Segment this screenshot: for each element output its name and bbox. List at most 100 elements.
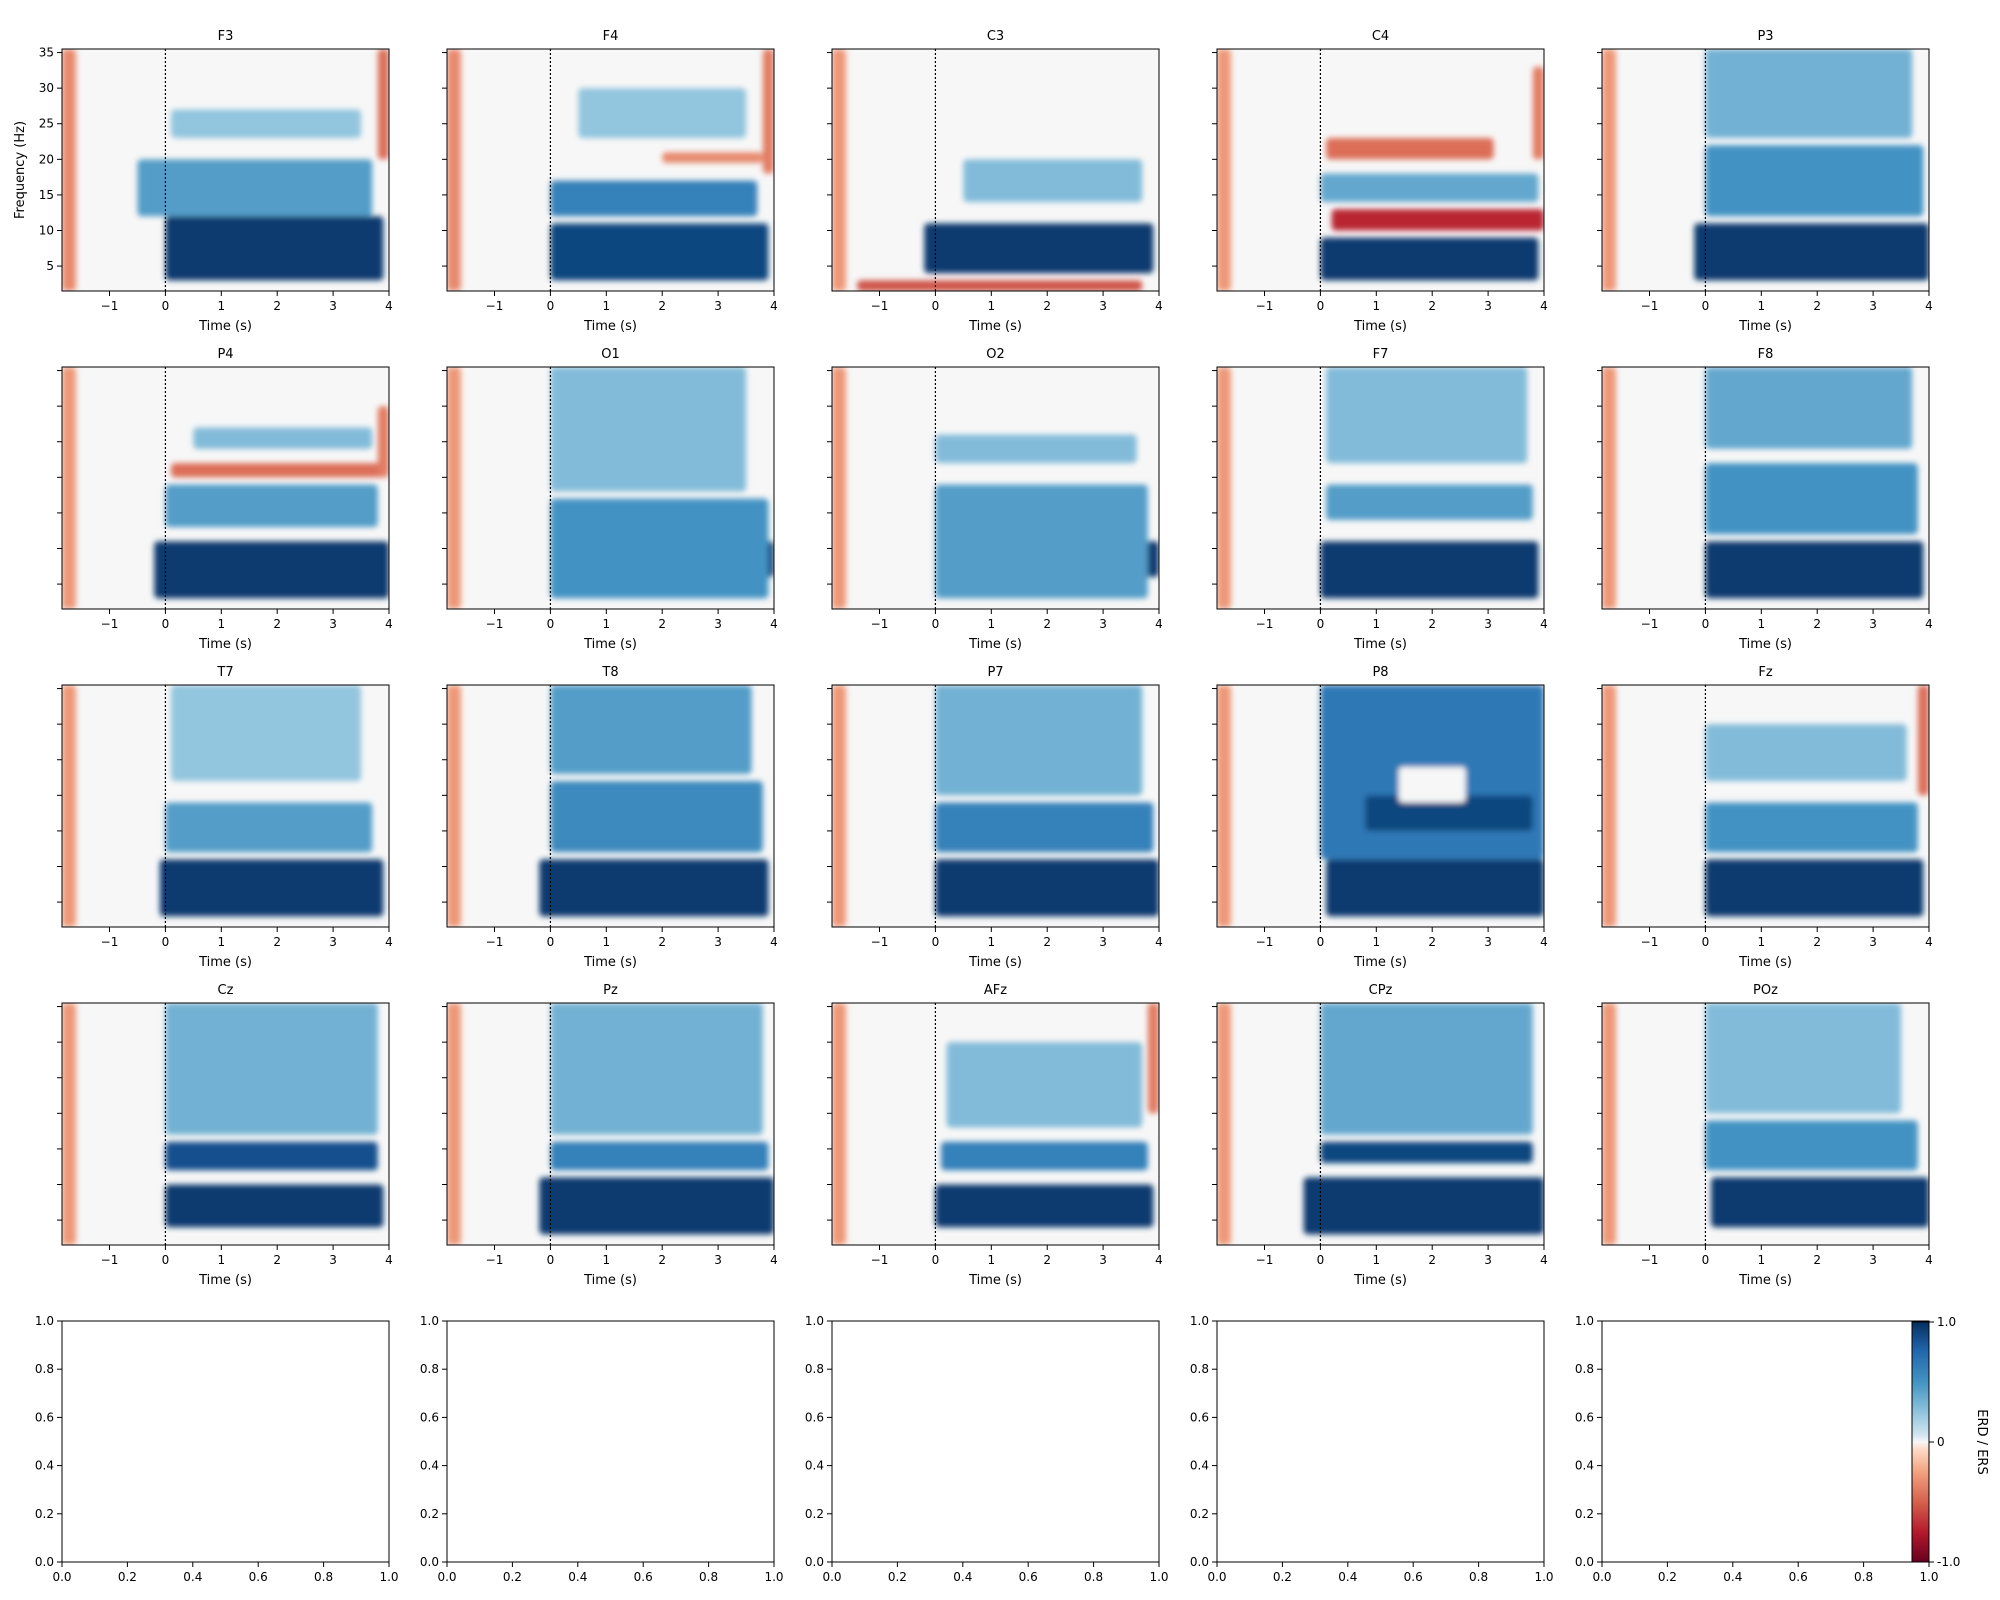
tfr-cluster	[1147, 1003, 1159, 1114]
tfr-image	[62, 49, 389, 291]
channel-title: Pz	[603, 983, 618, 998]
x-tick-label: 1	[602, 935, 610, 949]
x-tick-label: 1.0	[379, 1570, 398, 1584]
tfr-cluster	[762, 49, 774, 174]
tfr-features	[62, 367, 389, 609]
x-tick-label: 2	[658, 617, 666, 631]
x-tick-label: 1.0	[1149, 1570, 1168, 1584]
channel-title: Cz	[218, 983, 234, 998]
tfr-cluster	[447, 49, 461, 291]
tfr-cluster	[1532, 66, 1544, 160]
axes-frame	[446, 366, 775, 610]
y-tick-label: 0.0	[35, 1555, 54, 1569]
x-tick-label: 0	[162, 299, 170, 313]
tfr-cluster	[550, 781, 763, 853]
x-tick-label: 0.0	[1207, 1570, 1226, 1584]
tfr-image	[447, 367, 774, 609]
x-tick-label: 2	[1813, 935, 1821, 949]
axes-frame	[1601, 48, 1930, 292]
tfr-panel-afz: AFz −1 0 1 2 3 4 Time (s)	[827, 983, 1163, 1288]
tfr-cluster	[1326, 859, 1544, 917]
tfr-features	[832, 49, 1154, 291]
tfr-cluster	[171, 685, 362, 782]
tfr-panel-pz: Pz −1 0 1 2 3 4 Time (s)	[442, 983, 778, 1288]
tfr-image	[447, 1003, 774, 1245]
tfr-image	[1602, 49, 1929, 291]
tfr-cluster	[832, 685, 846, 927]
y-tick-label: 15	[39, 188, 54, 202]
channel-title: AFz	[984, 983, 1007, 998]
tfr-cluster	[1303, 1177, 1544, 1235]
colorbar-ticks: 1.0 0 -1.0	[1929, 1315, 1960, 1569]
y-tick-label: 0.8	[1575, 1362, 1594, 1376]
x-tick-label: 0	[1317, 935, 1325, 949]
x-axis-label: Time (s)	[1353, 637, 1407, 652]
channel-title: C3	[987, 29, 1004, 44]
axes-frame	[831, 1320, 1160, 1563]
x-tick-label: 0.2	[503, 1570, 522, 1584]
tfr-cluster	[832, 49, 846, 291]
x-tick-label: −1	[871, 1253, 889, 1267]
channel-title: O2	[986, 347, 1005, 362]
x-tick-label: 1	[987, 617, 995, 631]
tfr-features	[447, 367, 774, 609]
x-tick-label: 0.8	[314, 1570, 333, 1584]
tfr-cluster	[165, 1184, 384, 1228]
axes-frame	[446, 1002, 775, 1246]
y-tick-label: 20	[39, 152, 54, 166]
tfr-cluster	[1602, 1003, 1616, 1245]
x-tick-label: 1	[217, 935, 225, 949]
tfr-cluster	[1602, 49, 1616, 291]
x-tick-label: 0	[547, 299, 555, 313]
x-tick-label: 3	[329, 299, 337, 313]
y-tick-label: 0.6	[1190, 1410, 1209, 1424]
x-tick-label: 0.0	[1592, 1570, 1611, 1584]
x-axis-label: Time (s)	[583, 955, 637, 970]
x-tick-label: 2	[1043, 299, 1051, 313]
y-tick-label: 1.0	[1190, 1314, 1209, 1328]
x-tick-label: 2	[273, 1253, 281, 1267]
axes-frame	[1216, 1320, 1545, 1563]
y-tick-label: 0.2	[1575, 1507, 1594, 1521]
x-tick-label: 4	[1925, 1253, 1933, 1267]
tfr-cluster	[1705, 367, 1913, 449]
x-tick-label: 0	[1702, 299, 1710, 313]
tfr-image	[832, 49, 1159, 291]
y-tick-label: 0.8	[1190, 1362, 1209, 1376]
tfr-image	[1217, 1003, 1544, 1245]
colorbar-label: ERD / ERS	[1974, 1409, 1989, 1474]
axes-frame	[1216, 48, 1545, 292]
x-tick-label: 4	[1925, 935, 1933, 949]
channel-title: P3	[1757, 29, 1773, 44]
colorbar-gradient	[1911, 1321, 1930, 1563]
x-tick-label: 0.4	[1338, 1570, 1357, 1584]
channel-title: POz	[1753, 983, 1778, 998]
tfr-cluster	[1705, 463, 1918, 535]
y-tick-label: 0.2	[420, 1507, 439, 1521]
tfr-features	[447, 49, 774, 291]
x-tick-label: 0.2	[888, 1570, 907, 1584]
colorbar: 1.0 0 -1.0 ERD / ERS	[1911, 1315, 1989, 1569]
x-tick-label: −1	[1641, 935, 1659, 949]
tfr-cluster	[941, 1141, 1148, 1171]
tfr-cluster	[159, 859, 384, 917]
x-tick-label: 4	[1925, 299, 1933, 313]
x-tick-label: 1	[987, 935, 995, 949]
x-tick-label: 3	[329, 1253, 337, 1267]
y-tick-label: 30	[39, 81, 54, 95]
tfr-cluster	[1602, 685, 1616, 927]
x-tick-label: 3	[1484, 1253, 1492, 1267]
tfr-cluster	[377, 49, 389, 160]
tfr-cluster	[165, 484, 378, 528]
tfr-cluster	[193, 427, 373, 449]
channel-title: P8	[1372, 665, 1388, 680]
x-tick-label: 0	[1702, 617, 1710, 631]
x-tick-label: 1	[1757, 935, 1765, 949]
x-tick-label: 0.6	[1404, 1570, 1423, 1584]
axes-frame	[446, 1320, 775, 1563]
x-tick-label: 4	[770, 617, 778, 631]
tfr-image	[1217, 685, 1544, 927]
axes-frame	[61, 48, 390, 292]
y-tick-label: 0.8	[420, 1362, 439, 1376]
tfr-panel-c4: C4 −1 0 1 2 3 4 Time (s)	[1212, 29, 1548, 334]
